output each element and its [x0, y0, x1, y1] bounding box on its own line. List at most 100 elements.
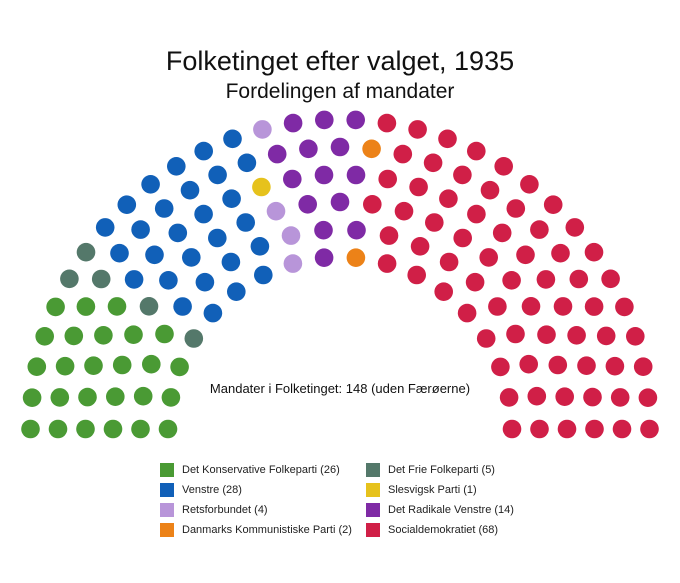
seat-dot [158, 419, 178, 439]
legend-label: Retsforbundet (4) [182, 504, 268, 516]
seat-dot [159, 271, 178, 290]
seat-dot [21, 419, 40, 439]
seat-dot [110, 243, 129, 263]
seat-dot [145, 245, 164, 265]
seat-dot [394, 201, 414, 221]
seat-dot [346, 248, 366, 267]
seat-dot [142, 354, 161, 374]
legend-label: Danmarks Kommunistiske Parti (2) [182, 524, 352, 536]
seat-dot [494, 157, 513, 176]
seat-dot [95, 218, 115, 237]
legend-label: Slesvigsk Parti (1) [388, 484, 477, 496]
legend-label: Det Frie Folkeparti (5) [388, 464, 495, 476]
seat-dot [314, 248, 334, 267]
seat-dot [605, 356, 625, 376]
seat-dot [479, 248, 499, 267]
seat-dot [516, 245, 535, 265]
seat-dot [281, 226, 301, 245]
seat-dot [76, 297, 96, 316]
seat-dot [103, 419, 123, 439]
seat-dot [237, 153, 257, 173]
seat-dot [78, 387, 97, 407]
legend-swatch [366, 523, 380, 537]
seat-dot [465, 272, 485, 292]
seat-dot [502, 419, 522, 439]
seat-dot [553, 297, 573, 316]
seat-dot [155, 324, 174, 344]
seat-dot [491, 357, 510, 377]
seat-dot [22, 388, 42, 408]
seat-dot [584, 297, 604, 316]
seat-dot [626, 327, 645, 346]
seat-dot [236, 213, 255, 232]
legend-item: Danmarks Kommunistiske Parti (2) [160, 522, 352, 538]
seat-dot [195, 272, 215, 292]
seat-dot [506, 324, 525, 344]
seat-dot [506, 199, 526, 218]
seat-dot [346, 165, 366, 185]
seat-dot [252, 177, 271, 197]
seat-dot [467, 204, 486, 224]
seat-dot [283, 169, 302, 189]
seat-dot [519, 354, 538, 374]
seat-dot [423, 153, 443, 173]
seat-dot [633, 357, 653, 377]
legend-swatch [366, 463, 380, 477]
seat-dot [555, 387, 574, 407]
legend-item: Venstre (28) [160, 482, 242, 498]
legend-item: Det Konservative Folkeparti (26) [160, 462, 340, 478]
seat-dot [131, 419, 150, 439]
seat-dot [253, 120, 272, 139]
seat-dot [330, 192, 350, 212]
seat-dot [537, 325, 556, 345]
seat-dot [425, 213, 444, 232]
seat-dot [208, 228, 227, 248]
seat-dot [124, 270, 144, 289]
legend-label: Venstre (28) [182, 484, 242, 496]
seat-dot [194, 204, 213, 224]
seat-dot [615, 297, 634, 317]
seat-dot [203, 303, 223, 323]
seat-dot [330, 137, 350, 157]
seat-dot [438, 129, 457, 149]
seat-dot [106, 387, 125, 407]
seat-dot [434, 282, 454, 302]
seat-dot [520, 175, 539, 194]
seat-dot [601, 269, 620, 289]
seat-dot [408, 120, 427, 139]
seat-dot [521, 297, 541, 316]
seat-dot [569, 269, 589, 289]
legend-swatch [160, 483, 174, 497]
legend-swatch [366, 503, 380, 517]
legend-swatch [160, 503, 174, 517]
total-seats-label: Mandater i Folketinget: 148 (uden Færøer… [209, 381, 471, 396]
seat-dot [378, 169, 398, 189]
seat-dot [91, 269, 111, 289]
seat-dot [363, 195, 382, 214]
seat-dot [377, 113, 397, 133]
seat-dot [577, 356, 596, 376]
seat-dot [117, 195, 137, 214]
seat-dot [585, 419, 604, 439]
seat-dot [84, 356, 103, 376]
seat-dot [565, 218, 585, 237]
seat-dot [299, 139, 318, 159]
seat-dot [551, 243, 570, 263]
seat-dot [283, 254, 303, 273]
seat-dot [131, 220, 150, 239]
seat-dot [167, 157, 186, 176]
seat-dot [76, 242, 96, 262]
seat-dot [596, 326, 616, 346]
legend-label: Det Radikale Venstre (14) [388, 504, 514, 516]
seat-dot [315, 110, 334, 130]
seat-dot [567, 326, 586, 345]
seat-dot [223, 129, 242, 149]
seat-dot [184, 329, 204, 348]
seat-dot [377, 254, 397, 273]
legend-item: Socialdemokratiet (68) [366, 522, 498, 538]
seat-dot [94, 326, 113, 345]
seat-dot [530, 419, 549, 439]
seat-dot [107, 297, 127, 316]
seat-dot [314, 220, 333, 240]
